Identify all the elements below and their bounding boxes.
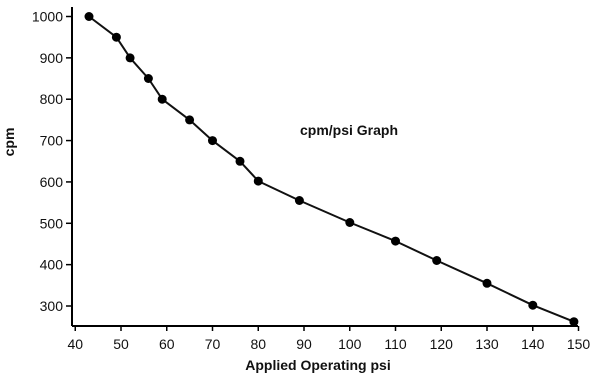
data-point bbox=[125, 53, 135, 63]
data-point bbox=[185, 115, 195, 125]
data-point bbox=[208, 136, 217, 146]
x-tick-label: 60 bbox=[159, 336, 175, 352]
x-tick-label: 110 bbox=[384, 336, 407, 352]
data-point bbox=[482, 278, 492, 288]
x-tick-label: 70 bbox=[205, 336, 221, 352]
x-tick-label: 150 bbox=[567, 336, 590, 352]
data-point bbox=[569, 317, 579, 327]
data-point bbox=[111, 32, 121, 42]
chart-annotation: cpm/psi Graph bbox=[300, 122, 398, 138]
x-tick-label: 50 bbox=[113, 336, 129, 352]
x-tick-label: 80 bbox=[250, 336, 266, 352]
data-point bbox=[253, 176, 263, 186]
x-tick-label: 130 bbox=[475, 336, 499, 352]
x-tick-label: 140 bbox=[521, 336, 545, 352]
x-axis-title: Applied Operating psi bbox=[245, 357, 390, 373]
x-tick-label: 120 bbox=[430, 336, 454, 352]
data-point bbox=[528, 300, 538, 310]
ticks: 300 400 500 600 700 800 900 1000 40 50 60 70 80 90 100… bbox=[32, 9, 590, 353]
y-tick-label: 700 bbox=[40, 133, 64, 149]
y-tick-label: 1000 bbox=[32, 9, 63, 25]
y-tick-label: 600 bbox=[40, 174, 64, 190]
y-axis-title: cpm bbox=[1, 128, 17, 157]
data-point bbox=[84, 12, 94, 21]
data-point bbox=[235, 156, 245, 166]
x-tick-label: 100 bbox=[338, 336, 362, 352]
y-tick-label: 400 bbox=[40, 257, 64, 273]
series-line bbox=[88, 15, 575, 323]
data-point bbox=[345, 218, 355, 227]
x-tick-label: 40 bbox=[67, 336, 83, 352]
data-point bbox=[143, 74, 153, 83]
data-point bbox=[432, 256, 442, 265]
data-point bbox=[294, 196, 304, 205]
y-tick-label: 300 bbox=[40, 298, 64, 314]
series bbox=[84, 12, 579, 327]
y-tick-label: 900 bbox=[40, 50, 64, 66]
data-point bbox=[157, 94, 167, 104]
y-tick-label: 800 bbox=[40, 91, 64, 107]
x-tick-label: 90 bbox=[296, 336, 312, 352]
y-tick-label: 500 bbox=[40, 215, 64, 231]
axes bbox=[71, 7, 578, 327]
data-point bbox=[391, 236, 400, 246]
